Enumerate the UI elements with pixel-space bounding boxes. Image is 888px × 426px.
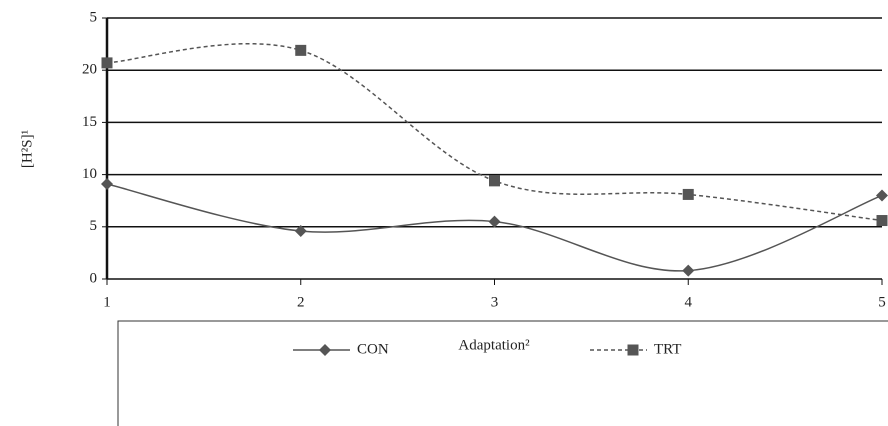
point <box>682 188 694 200</box>
point <box>101 57 113 69</box>
y-tick-label: 5 <box>90 9 98 25</box>
x-tick-label: 1 <box>103 294 111 310</box>
point <box>101 177 113 190</box>
y-tick-label: 20 <box>82 62 97 78</box>
y-tick-label: 10 <box>82 166 97 182</box>
legend-box <box>117 320 888 426</box>
legend-label: CON <box>357 341 389 357</box>
x-tick-label: 4 <box>685 294 693 310</box>
x-axis-label: Adaptation² <box>458 337 530 353</box>
x-tick-label: 3 <box>491 294 499 310</box>
y-axis-label: [H²S]¹ <box>19 130 35 168</box>
legend-marker <box>319 344 331 356</box>
point <box>488 215 501 228</box>
y-tick-label: 15 <box>82 114 97 130</box>
point <box>682 264 695 277</box>
y-tick-label: 0 <box>90 270 98 286</box>
point <box>295 44 307 56</box>
x-tick-label: 5 <box>878 294 886 310</box>
y-tick-label: 5 <box>90 218 98 234</box>
legend-marker <box>627 344 639 356</box>
point <box>489 175 500 187</box>
point <box>876 189 888 202</box>
point <box>294 224 307 237</box>
legend-label: TRT <box>654 341 681 357</box>
point <box>876 215 888 227</box>
x-tick-label: 2 <box>297 294 305 310</box>
